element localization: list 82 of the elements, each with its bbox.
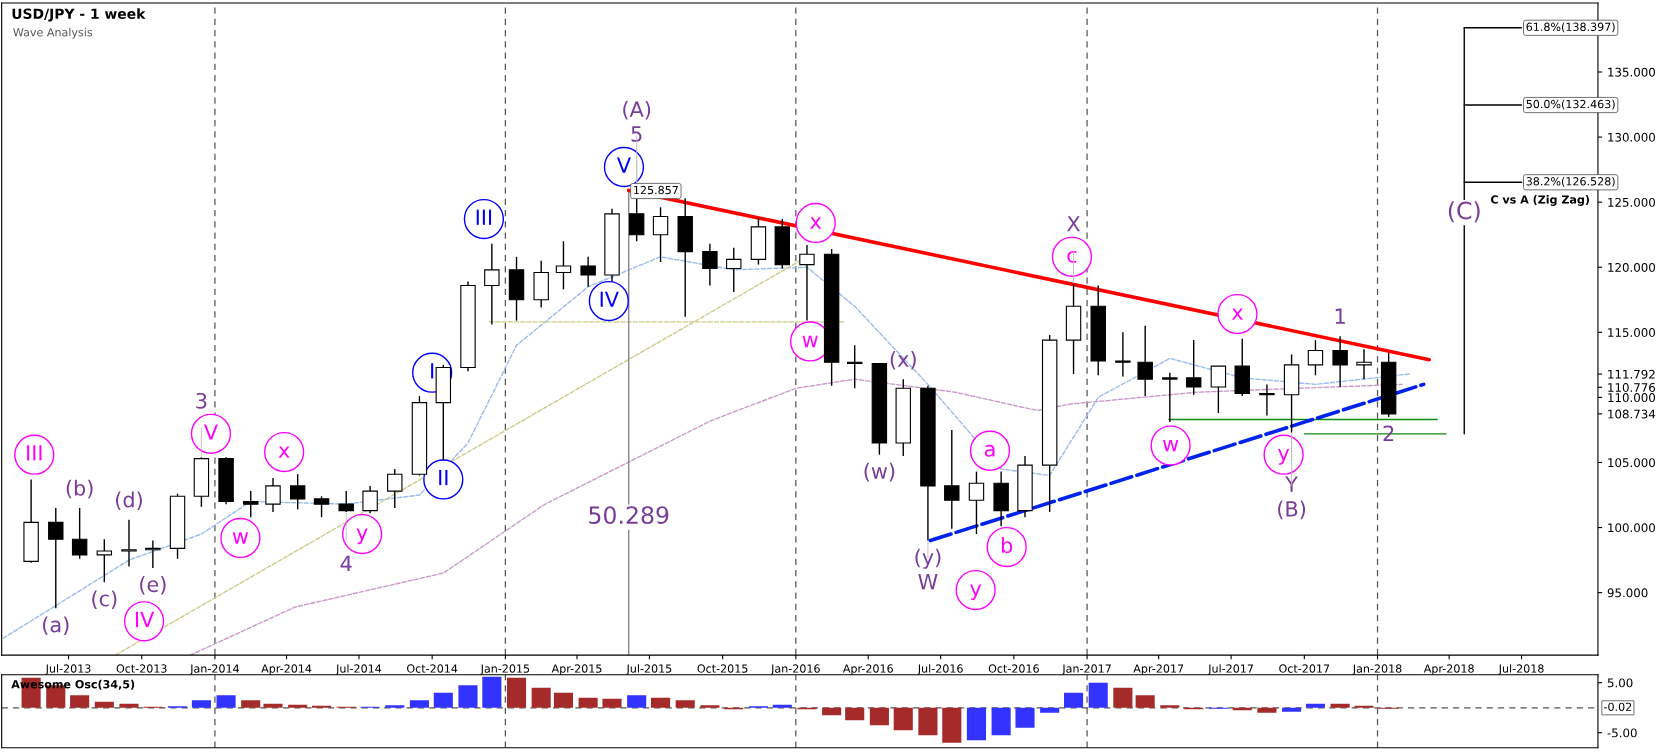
x-tick-label: Jan-2018 <box>1352 664 1402 675</box>
annotation: (w) <box>864 462 895 482</box>
annotation: X <box>1067 216 1081 232</box>
y-tick-label: 110.000 <box>1608 393 1656 403</box>
annotation: (x) <box>890 350 916 370</box>
annotation: I <box>431 363 434 379</box>
x-tick-label: Apr-2018 <box>1423 664 1474 675</box>
annotation: C vs A (Zig Zag) <box>1490 195 1590 206</box>
annotation: w <box>802 335 818 348</box>
annotation: (e) <box>140 576 166 595</box>
x-tick-label: Oct-2016 <box>988 664 1039 673</box>
y-tick-label: 130.000 <box>1608 132 1656 142</box>
annotation: V <box>203 424 218 440</box>
x-tick-label: Apr-2017 <box>1133 664 1184 675</box>
y-tick-label: -5.00 <box>1607 728 1637 738</box>
annotation: x <box>278 446 290 458</box>
annotation: (y) <box>915 548 941 569</box>
annotation: y <box>356 528 368 545</box>
annotation: Y <box>1285 476 1298 492</box>
x-tick-label: Oct-2015 <box>697 664 748 673</box>
annotation: 61.8%(138.397) <box>1526 22 1615 33</box>
x-tick-label: Jul-2018 <box>1498 664 1544 675</box>
text: Wave Analysis <box>13 27 93 39</box>
annotation: b <box>1001 537 1013 554</box>
annotation: 5 <box>631 126 642 142</box>
annotation: (C) <box>1448 201 1480 223</box>
y-tick-label: 111.792 <box>1608 369 1655 379</box>
annotation: (d) <box>116 491 142 511</box>
y-tick-label: 120.000 <box>1608 262 1656 272</box>
y-tick-label: 125.000 <box>1608 197 1656 207</box>
annotation: W <box>918 574 938 590</box>
annotation: w <box>232 532 249 544</box>
y-tick-label: 5.00 <box>1607 678 1633 688</box>
annotation: IV <box>600 291 619 307</box>
annotation: III <box>27 445 42 461</box>
annotation: y <box>970 584 982 601</box>
annotation: 38.2%(126.528) <box>1526 176 1615 187</box>
y-tick-label: 135.000 <box>1608 67 1656 77</box>
y-tick-label: 95.000 <box>1607 588 1648 598</box>
x-tick-label: Oct-2014 <box>407 664 458 673</box>
x-tick-label: Jul-2016 <box>917 664 963 675</box>
x-tick-label: Apr-2014 <box>261 664 312 675</box>
x-tick-label: Jan-2015 <box>480 664 530 675</box>
y-tick-label: 115.000 <box>1608 328 1656 337</box>
y-tick-label: 110.776 <box>1608 383 1656 392</box>
y-tick-label: 108.734 <box>1608 409 1656 419</box>
y-tick-label: 105.000 <box>1608 458 1656 468</box>
annotation: x <box>1231 308 1243 320</box>
x-tick-label: Jul-2014 <box>335 664 382 675</box>
annotation: V <box>616 157 631 173</box>
annotation: II <box>439 469 448 486</box>
annotation: IV <box>135 611 155 628</box>
annotation: (b) <box>66 479 93 499</box>
annotation: 4 <box>340 555 352 572</box>
annotation: 50.0%(132.463) <box>1526 99 1615 110</box>
x-tick-label: Jan-2014 <box>189 664 240 675</box>
annotation: c <box>1067 250 1077 263</box>
annotation: (c) <box>92 590 117 609</box>
annotation: 125.857 <box>634 185 678 195</box>
annotation: 50.289 <box>589 506 669 524</box>
annotation: x <box>810 217 822 229</box>
annotation: III <box>476 209 492 225</box>
x-tick-label: Jul-2017 <box>1207 664 1253 675</box>
x-tick-label: Jul-2015 <box>625 664 672 675</box>
annotation: (A) <box>623 100 651 120</box>
annotation: 3 <box>196 392 207 409</box>
x-tick-label: Oct-2017 <box>1279 664 1330 673</box>
x-tick-label: Apr-2016 <box>842 664 893 675</box>
x-tick-label: Jan-2016 <box>770 664 820 675</box>
chart-title: USD/JPY - 1 week <box>12 8 146 22</box>
annotation: w <box>1162 439 1179 452</box>
annotation: (a) <box>43 616 69 635</box>
annotation: y <box>1278 449 1290 465</box>
annotation: a <box>984 444 995 457</box>
annotation: (B) <box>1278 500 1306 520</box>
y-tick-label: 100.000 <box>1608 523 1656 533</box>
x-tick-label: Jan-2017 <box>1061 664 1111 675</box>
x-tick-label: Apr-2015 <box>551 664 602 675</box>
x-tick-label: Oct-2013 <box>116 664 167 673</box>
x-tick-label: Jul-2013 <box>45 664 91 675</box>
ref-line-label: -0.02 <box>1604 702 1632 712</box>
annotation: 1 <box>1335 308 1345 324</box>
